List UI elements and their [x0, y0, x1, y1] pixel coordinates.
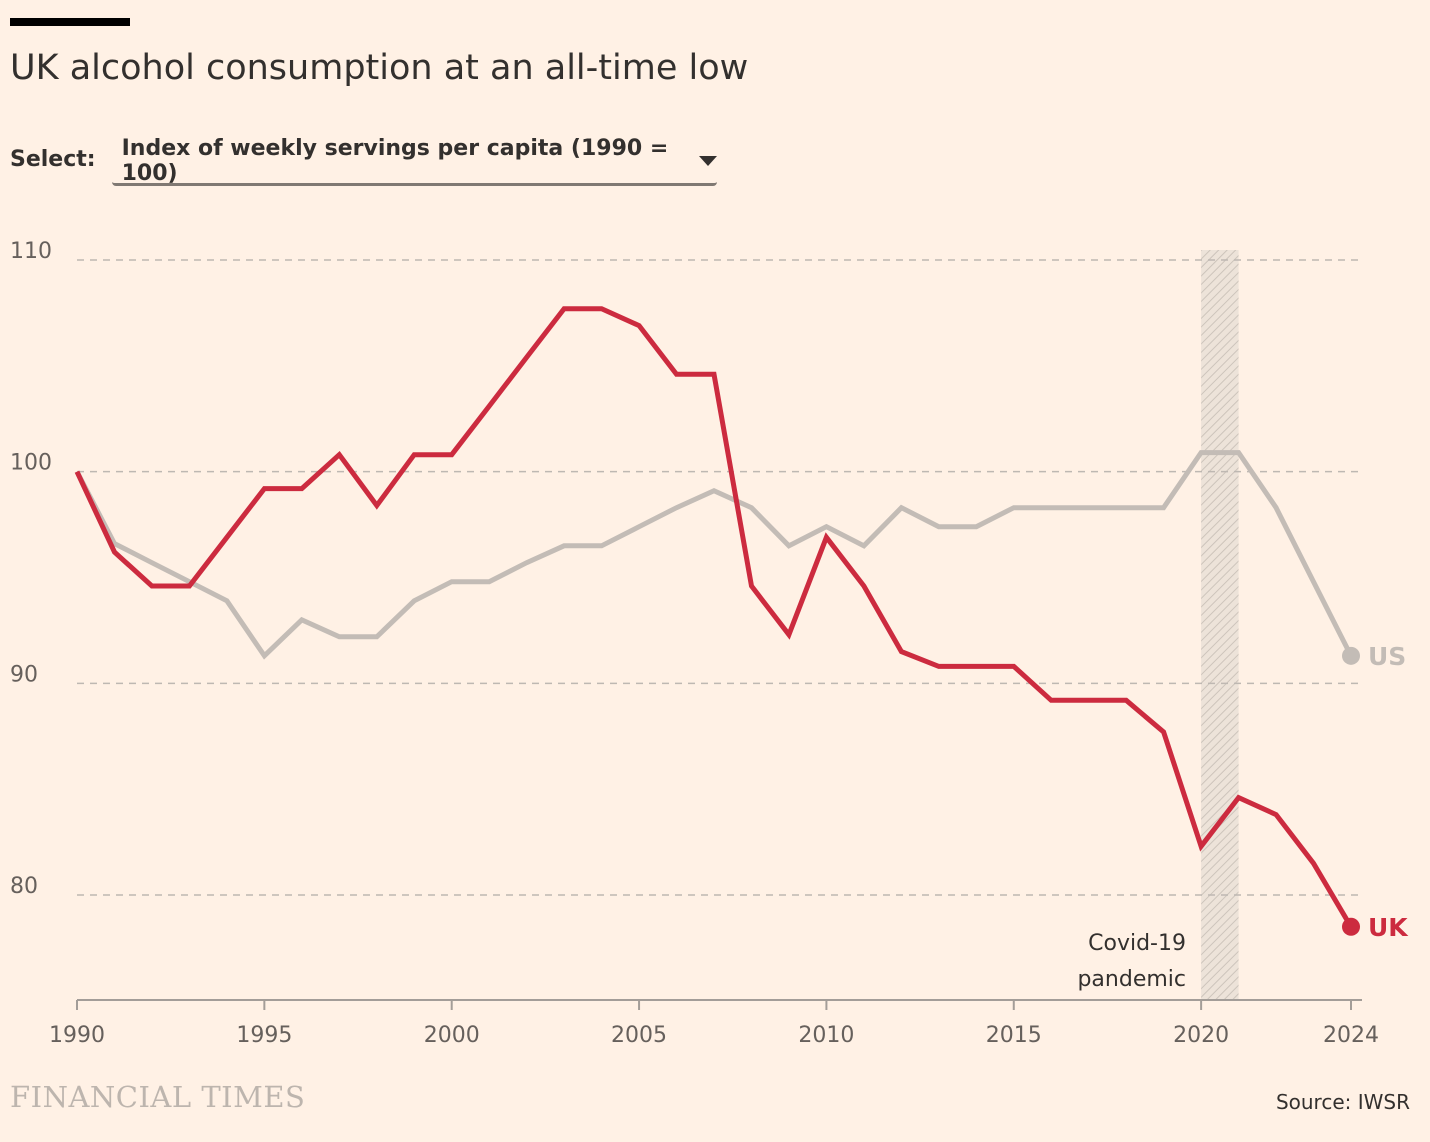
x-tick-label: 2024 [1323, 1023, 1379, 1048]
series-line-uk [74, 306, 1354, 929]
x-tick-label: 2015 [986, 1023, 1042, 1048]
chart-title: UK alcohol consumption at an all-time lo… [10, 48, 749, 88]
y-tick-label: 110 [10, 239, 52, 264]
series-line-us [74, 450, 1354, 660]
dropdown-value: Index of weekly servings per capita (199… [121, 135, 669, 186]
x-tick-label: 1995 [236, 1023, 292, 1048]
x-tick-label: 2020 [1173, 1023, 1229, 1048]
select-label: Select: [10, 147, 96, 172]
x-tick-label: 1990 [49, 1023, 105, 1048]
x-tick-label: 2000 [424, 1023, 480, 1048]
covid-annotation-line1: Covid-19 [1088, 931, 1186, 956]
top-accent-bar [10, 18, 130, 26]
y-tick-label: 90 [10, 662, 38, 687]
covid-annotation-line2: pandemic [1077, 967, 1186, 992]
series-label-uk: UK [1368, 913, 1409, 942]
y-tick-label: 80 [10, 874, 38, 899]
y-tick-label: 100 [10, 451, 52, 476]
x-tick-label: 2005 [611, 1023, 667, 1048]
endpoint-marker-us [1342, 646, 1360, 665]
caret-down-icon [698, 155, 717, 166]
endpoint-marker-uk [1342, 917, 1360, 936]
metric-dropdown[interactable]: Index of weekly servings per capita (199… [111, 135, 717, 186]
covid-band [1201, 250, 1239, 1000]
source-note: Source: IWSR [1275, 1090, 1410, 1114]
x-tick-label: 2010 [798, 1023, 854, 1048]
metric-selector: Select: Index of weekly servings per cap… [10, 135, 717, 186]
ft-logo: FINANCIAL TIMES [10, 1080, 306, 1114]
series-label-us: US [1368, 642, 1406, 671]
